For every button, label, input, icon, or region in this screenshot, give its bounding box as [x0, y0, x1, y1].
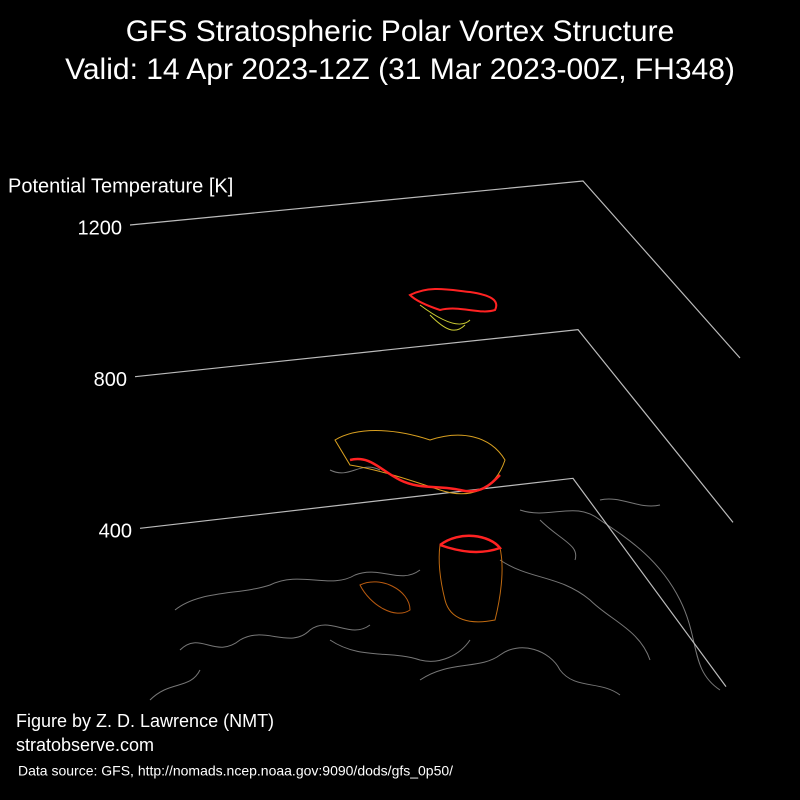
coastline — [329, 466, 661, 507]
vortex-contour — [359, 581, 411, 614]
z-tick-label: 800 — [94, 369, 127, 391]
vortex-edge — [439, 534, 503, 554]
grid-line — [139, 477, 727, 688]
chart-title: GFS Stratospheric Polar Vortex Structure — [126, 15, 675, 48]
vortex-contour — [419, 304, 471, 331]
vortex-edge — [349, 457, 501, 493]
data-source: Data source: GFS, http://nomads.ncep.noa… — [18, 763, 453, 779]
grid-line — [134, 329, 734, 523]
z-tick-label: 400 — [99, 521, 132, 543]
vortex-edge — [408, 288, 498, 313]
website: stratobserve.com — [16, 735, 154, 755]
chart-subtitle: Valid: 14 Apr 2023-12Z (31 Mar 2023-00Z,… — [65, 53, 735, 86]
coastline — [149, 509, 721, 701]
vortex — [334, 288, 506, 623]
vortex-contour — [334, 430, 506, 495]
z-axis-label: Potential Temperature [K] — [8, 175, 233, 197]
z-tick-label: 1200 — [78, 217, 123, 239]
map — [149, 466, 721, 701]
grid-line — [129, 180, 741, 359]
credit: Figure by Z. D. Lawrence (NMT) — [16, 711, 274, 731]
